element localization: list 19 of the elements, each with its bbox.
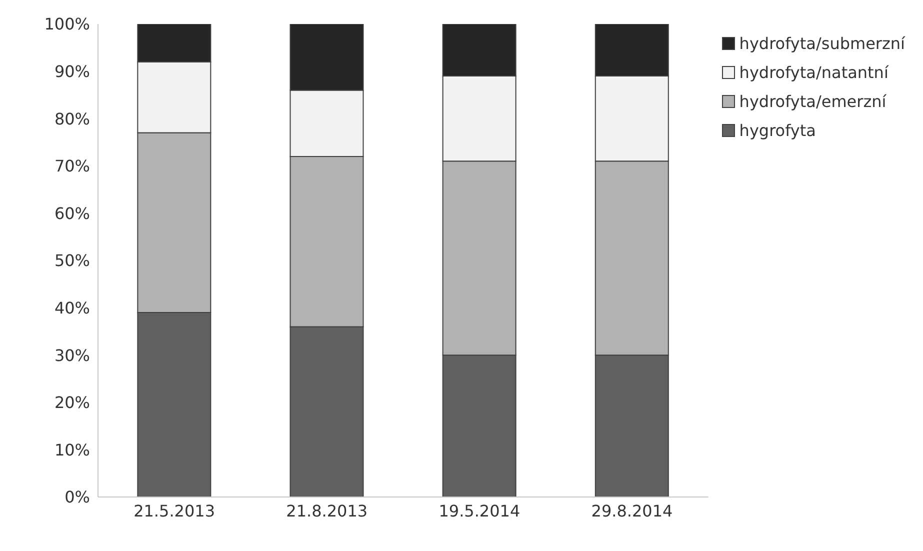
legend-label: hygrofyta [739,121,816,140]
x-tick-label: 29.8.2014 [591,501,673,520]
y-tick-label: 100% [44,14,90,34]
y-tick-label: 20% [54,393,90,412]
y-tick-label: 50% [54,251,90,270]
x-tick-label: 21.5.2013 [134,501,216,520]
x-tick-label: 19.5.2014 [438,501,520,520]
y-tick-label: 90% [54,62,90,81]
y-tick-label: 0% [64,488,90,507]
y-tick-label: 30% [54,346,90,365]
legend-label: hydrofyta/natantní [739,63,888,82]
y-tick-label: 10% [54,440,90,460]
x-tick-label: 21.8.2013 [286,501,368,520]
legend-label: hydrofyta/emerzní [739,92,886,111]
legend-label: hydrofyta/submerzní [739,34,905,53]
y-tick-label: 70% [54,156,90,176]
y-tick-label: 80% [54,109,90,128]
y-tick-label: 60% [54,204,90,223]
y-tick-label: 40% [54,298,90,318]
